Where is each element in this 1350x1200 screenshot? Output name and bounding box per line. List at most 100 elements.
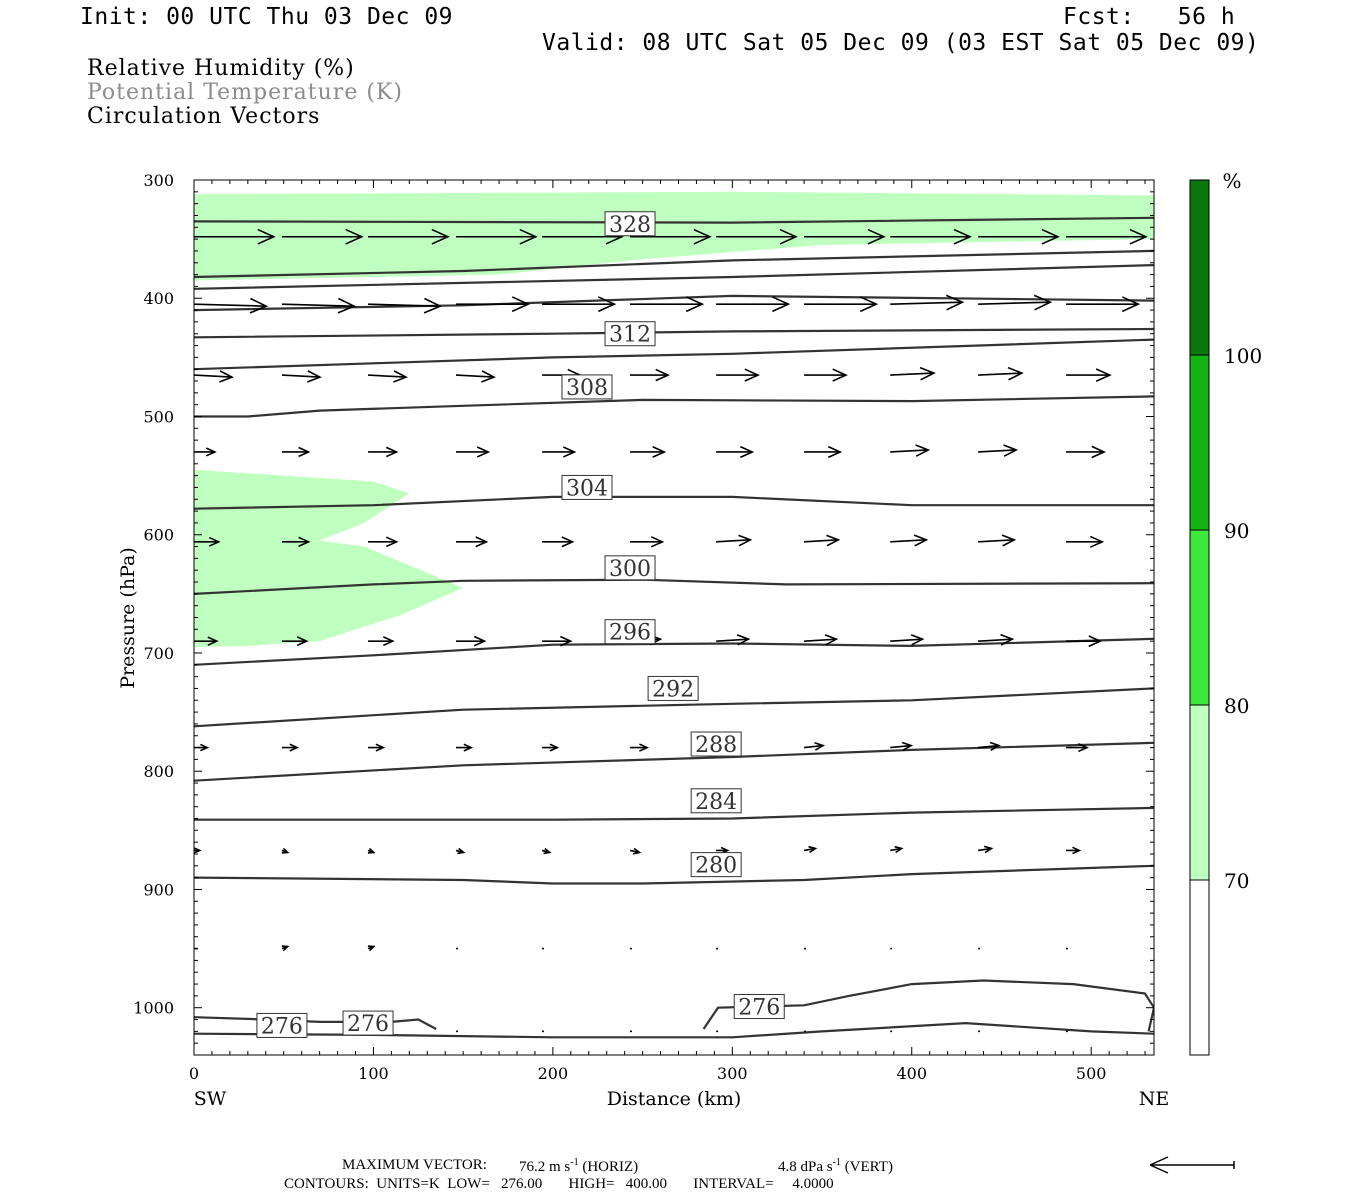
wind-vector-3-6 bbox=[716, 445, 755, 459]
contour-summary: CONTOURS: UNITS=K LOW= 276.00 HIGH= 400.… bbox=[284, 1176, 834, 1192]
contour-label-0: 328 bbox=[604, 211, 656, 238]
theta-contour-3 bbox=[194, 294, 1154, 312]
wind-vector-1-8 bbox=[890, 294, 965, 311]
contour-label-12: 276 bbox=[733, 994, 785, 1021]
theta-contour-14 bbox=[194, 1021, 1154, 1039]
wind-vector-7-0 bbox=[194, 847, 202, 854]
wind-vector-3-10 bbox=[1066, 445, 1107, 459]
wind-vector-8-1 bbox=[281, 945, 290, 952]
y-tick-label: 1000 bbox=[133, 999, 174, 1018]
wind-vector-7-9 bbox=[978, 845, 994, 854]
wind-vector-3-7 bbox=[804, 445, 843, 459]
wind-vector-7-5 bbox=[629, 847, 642, 855]
wind-vector-5-8 bbox=[890, 634, 925, 646]
x-tick-label: 500 bbox=[1076, 1064, 1107, 1083]
wind-vector-7-8 bbox=[890, 845, 904, 854]
field-circulation-vectors: Circulation Vectors bbox=[87, 104, 321, 129]
y-tick-label: 700 bbox=[143, 644, 174, 663]
wind-vector-7-3 bbox=[455, 847, 466, 855]
contour-label-10: 276 bbox=[256, 1012, 308, 1039]
colorbar-swatch-3 bbox=[1189, 354, 1210, 531]
wind-vector-0-8 bbox=[890, 228, 972, 245]
wind-vector-1-10 bbox=[1066, 296, 1141, 313]
wind-vector-6-3 bbox=[455, 743, 474, 752]
wind-vector-1-5 bbox=[630, 296, 705, 313]
y-tick-label: 600 bbox=[143, 526, 174, 545]
wind-vector-1-0 bbox=[194, 297, 269, 314]
wind-vector-3-5 bbox=[630, 446, 667, 458]
wind-vector-3-3 bbox=[455, 446, 491, 458]
wind-vector-2-6 bbox=[716, 368, 760, 382]
x-axis-label: Distance (km) bbox=[607, 1088, 742, 1110]
field-potential-temperature: Potential Temperature (K) bbox=[87, 80, 403, 105]
x-end-right: NE bbox=[1139, 1088, 1170, 1110]
theta-contour-15 bbox=[194, 1016, 437, 1030]
y-tick-label: 800 bbox=[143, 762, 174, 781]
wind-vector-0-7 bbox=[804, 228, 886, 245]
x-tick-label: 400 bbox=[896, 1064, 927, 1083]
max-vector-horizontal: 76.2 m s-1 (HORIZ) bbox=[519, 1157, 639, 1175]
field-relative-humidity: Relative Humidity (%) bbox=[87, 56, 355, 81]
wind-vector-4-8 bbox=[890, 534, 929, 547]
contour-label-6: 292 bbox=[647, 675, 699, 702]
contour-label-1: 312 bbox=[604, 321, 656, 348]
humidity-shading bbox=[194, 191, 1154, 648]
theta-contour-8 bbox=[194, 578, 1154, 595]
wind-vector-4-2 bbox=[368, 536, 399, 548]
svg-text:276: 276 bbox=[347, 1012, 389, 1037]
wind-vector-5-4 bbox=[542, 635, 573, 647]
wind-vector-1-4 bbox=[542, 296, 617, 313]
colorbar-swatch-0 bbox=[1189, 879, 1210, 1056]
svg-text:300: 300 bbox=[609, 557, 651, 582]
svg-text:280: 280 bbox=[695, 854, 737, 879]
theta-contour-4 bbox=[194, 327, 1154, 339]
wind-vector-5-6 bbox=[716, 634, 751, 646]
wind-vector-3-8 bbox=[890, 444, 931, 457]
theta-contour-9 bbox=[194, 637, 1154, 666]
theta-contour-6 bbox=[194, 395, 1154, 418]
wind-vector-0-9 bbox=[978, 228, 1060, 245]
max-vector-label: MAXIMUM VECTOR: bbox=[342, 1157, 487, 1173]
wind-vector-6-7 bbox=[804, 741, 826, 751]
theta-contours bbox=[194, 216, 1154, 1039]
wind-vector-2-10 bbox=[1066, 368, 1112, 382]
colorbar-swatch-1 bbox=[1189, 704, 1210, 881]
wind-vector-5-1 bbox=[281, 636, 309, 647]
svg-text:296: 296 bbox=[609, 621, 651, 646]
max-vector-vertical: 4.8 dPa s-1 (VERT) bbox=[778, 1157, 893, 1175]
wind-vector-6-4 bbox=[542, 743, 560, 752]
theta-contour-12 bbox=[194, 806, 1154, 821]
reference-vector-icon bbox=[1149, 1156, 1235, 1174]
wind-vector-1-3 bbox=[455, 296, 531, 313]
contour-label-4: 300 bbox=[604, 555, 656, 582]
y-tick-label: 300 bbox=[143, 171, 174, 190]
x-tick-label: 200 bbox=[538, 1064, 569, 1083]
wind-vector-2-1 bbox=[281, 370, 322, 383]
wind-vector-0-2 bbox=[368, 228, 450, 245]
wind-vector-4-10 bbox=[1066, 535, 1105, 548]
wind-vector-7-1 bbox=[281, 847, 290, 854]
wind-vector-4-6 bbox=[716, 534, 753, 547]
wind-vector-5-3 bbox=[455, 635, 487, 647]
wind-vector-4-9 bbox=[978, 534, 1017, 547]
wind-vector-2-9 bbox=[978, 366, 1024, 381]
contour-label-2: 308 bbox=[561, 374, 613, 401]
wind-vector-7-10 bbox=[1066, 846, 1082, 855]
wind-vector-2-3 bbox=[455, 370, 496, 383]
svg-text:288: 288 bbox=[695, 733, 737, 758]
wind-vector-3-1 bbox=[281, 446, 311, 458]
colorbar-label: 90 bbox=[1224, 519, 1249, 543]
wind-vector-4-5 bbox=[630, 536, 665, 548]
x-end-left: SW bbox=[194, 1088, 227, 1110]
y-axis-label: Pressure (hPa) bbox=[117, 547, 139, 689]
wind-vector-0-1 bbox=[281, 228, 364, 245]
colorbar-label: 80 bbox=[1224, 694, 1249, 718]
wind-vector-7-7 bbox=[803, 845, 818, 854]
wind-vector-8-2 bbox=[367, 945, 376, 952]
wind-vector-0-0 bbox=[194, 228, 276, 245]
theta-contour-2 bbox=[194, 264, 1154, 290]
svg-text:304: 304 bbox=[566, 476, 608, 501]
colorbar-label: 70 bbox=[1224, 869, 1249, 893]
wind-vector-1-2 bbox=[368, 297, 443, 314]
wind-vector-3-4 bbox=[542, 446, 577, 458]
